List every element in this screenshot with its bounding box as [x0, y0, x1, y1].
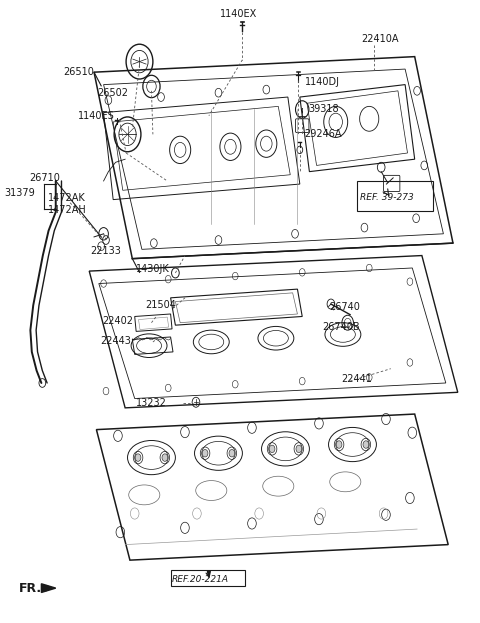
Circle shape — [363, 441, 369, 449]
Text: 31379: 31379 — [4, 188, 35, 198]
Circle shape — [162, 454, 168, 461]
Text: 26740: 26740 — [329, 302, 360, 312]
Text: 22402: 22402 — [102, 316, 133, 326]
Text: 22443: 22443 — [100, 336, 131, 346]
Text: 1430JK: 1430JK — [136, 264, 169, 274]
Circle shape — [269, 445, 275, 452]
Text: 21504: 21504 — [145, 300, 176, 310]
Text: 1472AK: 1472AK — [48, 193, 85, 203]
Text: 22410A: 22410A — [361, 34, 398, 44]
Text: FR.: FR. — [19, 582, 42, 594]
Text: 1140EX: 1140EX — [220, 9, 257, 19]
Circle shape — [135, 454, 141, 461]
Text: 13232: 13232 — [136, 399, 167, 409]
Text: 26710: 26710 — [29, 173, 60, 183]
Circle shape — [336, 441, 342, 449]
Circle shape — [229, 450, 235, 457]
Polygon shape — [41, 584, 56, 592]
Text: 26740B: 26740B — [323, 322, 360, 332]
Text: 26502: 26502 — [97, 88, 128, 98]
Text: 1140DJ: 1140DJ — [305, 77, 340, 87]
Circle shape — [202, 450, 208, 457]
Text: 29246A: 29246A — [305, 130, 342, 140]
Text: REF. 39-273: REF. 39-273 — [360, 193, 413, 202]
Text: 1472AH: 1472AH — [48, 204, 86, 214]
Text: 1140ES: 1140ES — [78, 111, 115, 121]
Circle shape — [296, 445, 302, 452]
Text: REF.20-221A: REF.20-221A — [172, 575, 229, 584]
Text: 39318: 39318 — [308, 105, 338, 115]
Polygon shape — [207, 571, 210, 578]
Text: 26510: 26510 — [63, 67, 94, 77]
Text: 22133: 22133 — [91, 245, 121, 255]
Text: 22441: 22441 — [341, 374, 372, 384]
